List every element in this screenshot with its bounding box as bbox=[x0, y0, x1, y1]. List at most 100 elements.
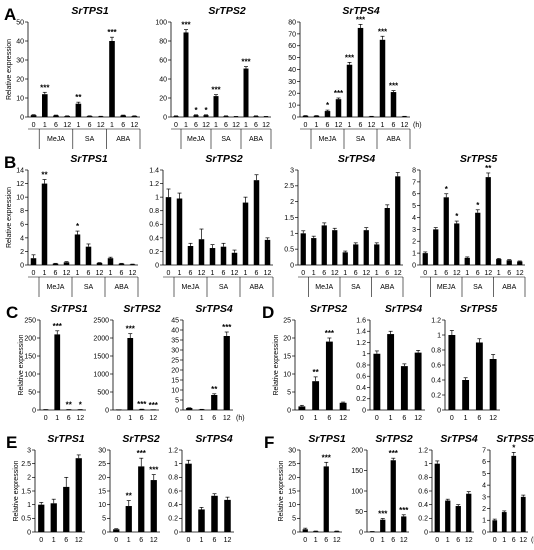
y-tick-label: 2 bbox=[27, 475, 31, 482]
x-tick-label: 12 bbox=[339, 415, 347, 422]
x-tick-label: 1 bbox=[315, 122, 319, 129]
y-tick-label: 45 bbox=[171, 317, 179, 324]
y-tick-label: 0.2 bbox=[356, 396, 366, 403]
chart-title: SrTPS2 bbox=[205, 153, 243, 165]
x-tick-label: 6 bbox=[212, 415, 216, 422]
treatment-group-label: MeJA bbox=[319, 136, 337, 143]
x-tick-label: 1 bbox=[375, 270, 379, 277]
x-tick-label: 0 bbox=[167, 270, 171, 277]
x-tick-label: 6 bbox=[121, 122, 125, 129]
y-tick-label: 1500 bbox=[93, 353, 109, 360]
time-unit-label: (h) bbox=[531, 537, 534, 544]
y-tick-label: 1.2 bbox=[149, 181, 159, 188]
y-tick-label: 10 bbox=[16, 195, 24, 202]
x-tick-label: 6 bbox=[385, 270, 389, 277]
significance-mark: ** bbox=[485, 164, 492, 173]
y-tick-label: 0 bbox=[424, 529, 428, 536]
y-tick-label: 3 bbox=[27, 447, 31, 454]
y-tick-label: 0.4 bbox=[168, 502, 178, 509]
x-tick-label: 0 bbox=[435, 537, 439, 544]
treatment-group-label: ABA bbox=[249, 284, 263, 291]
bar bbox=[313, 531, 319, 532]
bar bbox=[129, 264, 136, 265]
bar bbox=[211, 495, 218, 532]
x-tick-label: 0 bbox=[187, 415, 191, 422]
x-tick-label: 0 bbox=[301, 270, 305, 277]
x-tick-label: 1 bbox=[214, 122, 218, 129]
bar bbox=[334, 531, 340, 532]
significance-mark: *** bbox=[181, 21, 191, 30]
y-tick-label: 0 bbox=[412, 262, 416, 269]
bar bbox=[138, 409, 145, 410]
x-tick-label: 6 bbox=[87, 270, 91, 277]
bar bbox=[63, 486, 70, 532]
x-tick-label: 12 bbox=[223, 415, 231, 422]
bar bbox=[64, 116, 70, 117]
x-tick-label: 6 bbox=[324, 537, 328, 544]
bar bbox=[209, 248, 216, 265]
bar bbox=[302, 529, 308, 532]
x-tick-label: 6 bbox=[224, 122, 228, 129]
time-unit-label: (h) bbox=[236, 415, 245, 422]
x-tick-label: 12 bbox=[362, 270, 370, 277]
x-tick-label: 6 bbox=[254, 122, 258, 129]
y-tick-label: 1.2 bbox=[418, 447, 428, 454]
y-tick-label: 40 bbox=[16, 38, 24, 45]
chart-title: SrTPS4 bbox=[195, 303, 233, 315]
x-tick-label: 1 bbox=[343, 270, 347, 277]
panel-letter: B bbox=[4, 153, 16, 172]
x-tick-label: 1 bbox=[128, 415, 132, 422]
bar bbox=[390, 460, 396, 532]
x-tick-label: 12 bbox=[465, 537, 473, 544]
y-tick-label: 7 bbox=[412, 179, 416, 186]
x-tick-label: 12 bbox=[96, 270, 104, 277]
x-tick-label: 6 bbox=[67, 415, 71, 422]
x-tick-label: 0 bbox=[117, 415, 121, 422]
panel-letter: F bbox=[264, 433, 274, 452]
significance-mark: ** bbox=[75, 93, 82, 102]
bar bbox=[50, 503, 57, 532]
y-tick-label: 25 bbox=[288, 461, 296, 468]
bar bbox=[253, 180, 260, 265]
bar bbox=[492, 520, 498, 532]
y-tick-label: 0 bbox=[155, 262, 159, 269]
y-tick-label: 20 bbox=[98, 475, 106, 482]
y-tick-label: 0.8 bbox=[418, 475, 428, 482]
x-tick-label: 0 bbox=[174, 122, 178, 129]
x-tick-label: 1 bbox=[178, 270, 182, 277]
bar bbox=[131, 116, 138, 117]
panel-letter: C bbox=[6, 303, 18, 322]
y-tick-label: 0.6 bbox=[149, 222, 159, 229]
y-tick-label: 20 bbox=[159, 95, 167, 102]
bar bbox=[462, 380, 470, 410]
significance-mark: *** bbox=[149, 466, 159, 475]
bar bbox=[324, 111, 331, 117]
bar bbox=[75, 103, 82, 117]
x-tick-label: 1 bbox=[43, 270, 47, 277]
y-tick-label: 0 bbox=[32, 407, 36, 414]
x-tick-label: 0 bbox=[39, 537, 43, 544]
y-tick-label: 250 bbox=[24, 317, 36, 324]
significance-mark: * bbox=[445, 185, 449, 194]
y-tick-label: 1 bbox=[174, 461, 178, 468]
y-tick-label: 0.8 bbox=[431, 347, 441, 354]
treatment-group-label: SA bbox=[351, 284, 361, 291]
x-tick-label: 1 bbox=[52, 537, 56, 544]
bar bbox=[384, 208, 390, 265]
bar bbox=[138, 466, 145, 532]
y-tick-label: 6 bbox=[482, 459, 486, 466]
y-tick-label: 5 bbox=[412, 203, 416, 210]
y-tick-label: 1 bbox=[412, 251, 416, 258]
bar bbox=[466, 493, 472, 532]
bar bbox=[368, 116, 375, 117]
y-tick-label: 0 bbox=[482, 529, 486, 536]
bar bbox=[176, 198, 183, 265]
bar bbox=[395, 176, 401, 265]
bar bbox=[373, 353, 381, 410]
y-tick-label: 25 bbox=[283, 317, 291, 324]
bar bbox=[325, 341, 333, 410]
x-tick-label: 6 bbox=[222, 270, 226, 277]
x-tick-label: 0 bbox=[44, 415, 48, 422]
